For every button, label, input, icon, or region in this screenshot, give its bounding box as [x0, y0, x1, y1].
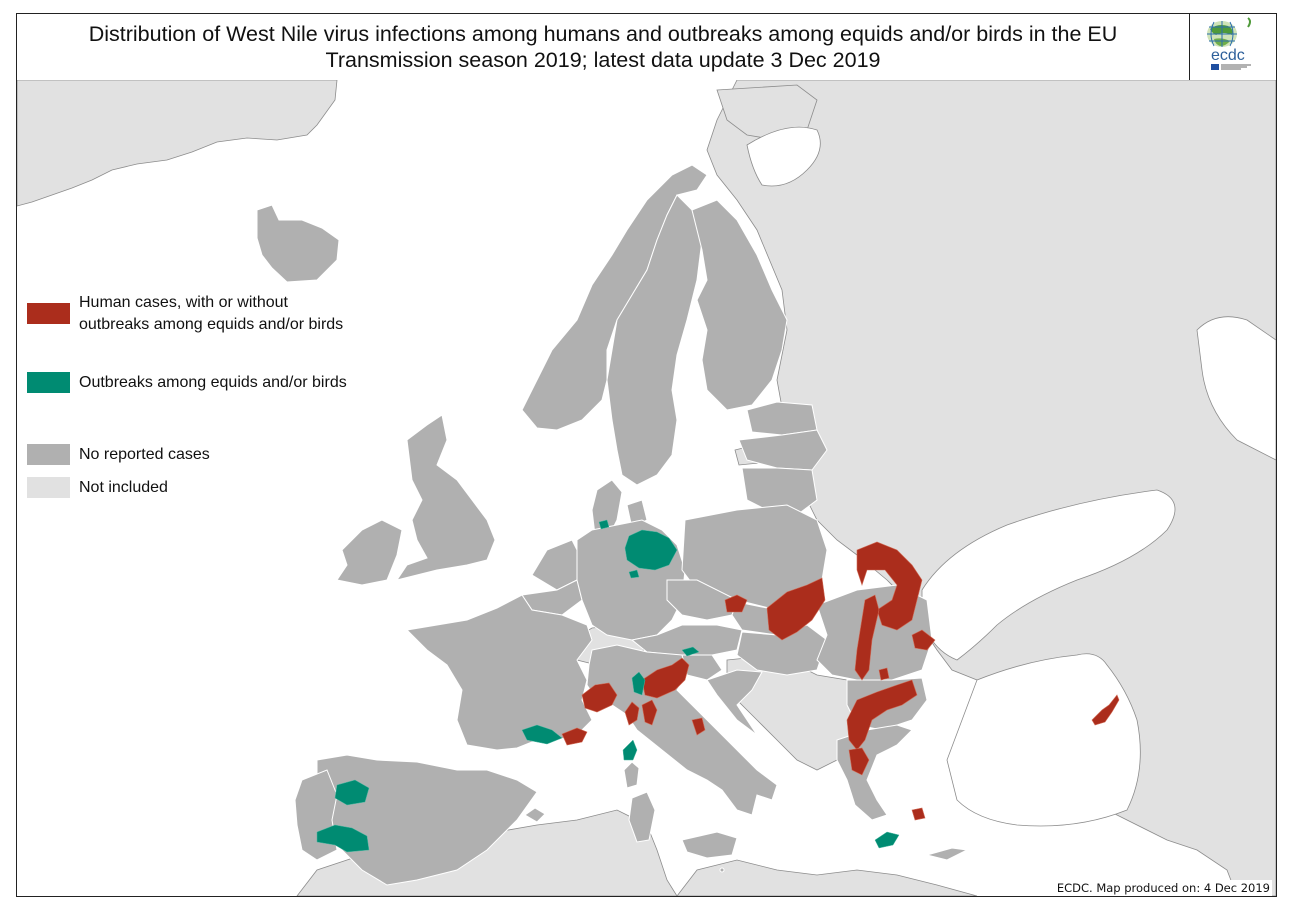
- map-credit: ECDC. Map produced on: 4 Dec 2019: [1054, 880, 1272, 896]
- title-box: Distribution of West Nile virus infectio…: [17, 14, 1189, 80]
- legend-item-no-cases: No reported cases: [27, 444, 359, 466]
- map-frame: Distribution of West Nile virus infectio…: [16, 13, 1277, 897]
- map-title: Distribution of West Nile virus infectio…: [88, 22, 1118, 46]
- legend-label-no-cases: No reported cases: [79, 446, 210, 463]
- legend-swatch-human-cases: [27, 303, 70, 324]
- animal-outbreak-regions: [316, 519, 900, 853]
- legend-label-human-cases: Human cases, with or without outbreaks a…: [79, 294, 344, 333]
- legend-item-animal-outbreaks: Outbreaks among equids and/or birds: [27, 372, 359, 394]
- legend-swatch-no-cases: [27, 444, 70, 466]
- legend-label-animal-outbreaks: Outbreaks among equids and/or birds: [79, 374, 347, 391]
- europe-map[interactable]: [17, 80, 1276, 896]
- map-subtitle: Transmission season 2019; latest data up…: [325, 48, 881, 72]
- legend-swatch-not-included: [27, 477, 70, 499]
- map-area[interactable]: Human cases, with or without outbreaks a…: [17, 80, 1276, 896]
- human-case-regions: [561, 541, 1120, 821]
- legend-item-human-cases: Human cases, with or without outbreaks a…: [27, 292, 359, 335]
- legend-item-not-included: Not included: [27, 477, 359, 499]
- svg-text:ecdc: ecdc: [1211, 47, 1245, 64]
- map-header: Distribution of West Nile virus infectio…: [17, 14, 1276, 81]
- legend-label-not-included: Not included: [79, 479, 168, 496]
- ecdc-globe-logo-icon: ecdc: [1207, 17, 1251, 70]
- ecdc-logo: ecdc: [1189, 14, 1276, 80]
- legend-swatch-animal-outbreaks: [27, 372, 70, 394]
